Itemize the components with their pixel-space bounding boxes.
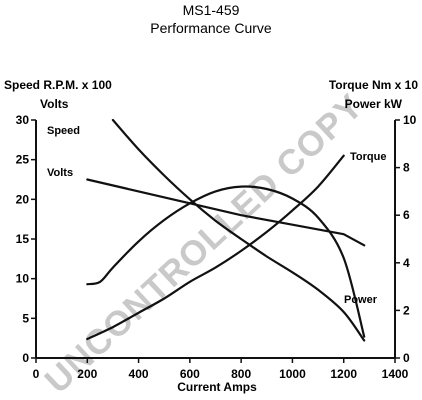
series-label-torque: Torque [350, 151, 386, 163]
y-right-tick-label: 4 [403, 256, 410, 270]
watermark-text: UNCONTROLLED COPY [37, 86, 370, 400]
x-tick-label: 600 [180, 367, 200, 381]
series-label-speed: Speed [47, 125, 80, 137]
y-left-tick-label: 15 [16, 232, 30, 246]
x-tick-label: 0 [33, 367, 40, 381]
y-left-tick-label: 25 [16, 153, 30, 167]
x-tick-label: 1400 [382, 367, 409, 381]
x-tick-label: 1000 [279, 367, 306, 381]
y-right-tick-label: 8 [403, 161, 410, 175]
y-left-label-volts: Volts [40, 97, 69, 111]
x-tick-label: 400 [129, 367, 149, 381]
series-line-volts [86, 178, 366, 247]
x-axis-label: Current Amps [177, 380, 257, 394]
y-right-tick-label: 2 [403, 303, 410, 317]
y-left-tick-label: 5 [22, 311, 29, 325]
y-right-tick-label: 10 [403, 113, 417, 127]
y-left-tick-label: 30 [16, 113, 30, 127]
series-line-power [86, 185, 366, 338]
chart-title: MS1-459 [183, 2, 240, 18]
series-label-volts: Volts [47, 167, 73, 179]
y-right-label-torque: Torque Nm x 10 [329, 78, 418, 92]
series-label-power: Power [344, 294, 378, 306]
y-left-tick-label: 20 [16, 192, 30, 206]
y-right-tick-label: 0 [403, 351, 410, 365]
y-left-tick-label: 0 [22, 351, 29, 365]
y-left-tick-label: 10 [16, 272, 30, 286]
y-left-label-speed: Speed R.P.M. x 100 [4, 78, 112, 92]
chart-subtitle: Performance Curve [150, 20, 272, 36]
series-line-speed [111, 118, 366, 342]
y-right-tick-label: 6 [403, 208, 410, 222]
x-tick-label: 800 [231, 367, 251, 381]
x-tick-label: 1200 [330, 367, 357, 381]
y-right-label-power: Power kW [345, 97, 403, 111]
x-tick-label: 200 [77, 367, 97, 381]
